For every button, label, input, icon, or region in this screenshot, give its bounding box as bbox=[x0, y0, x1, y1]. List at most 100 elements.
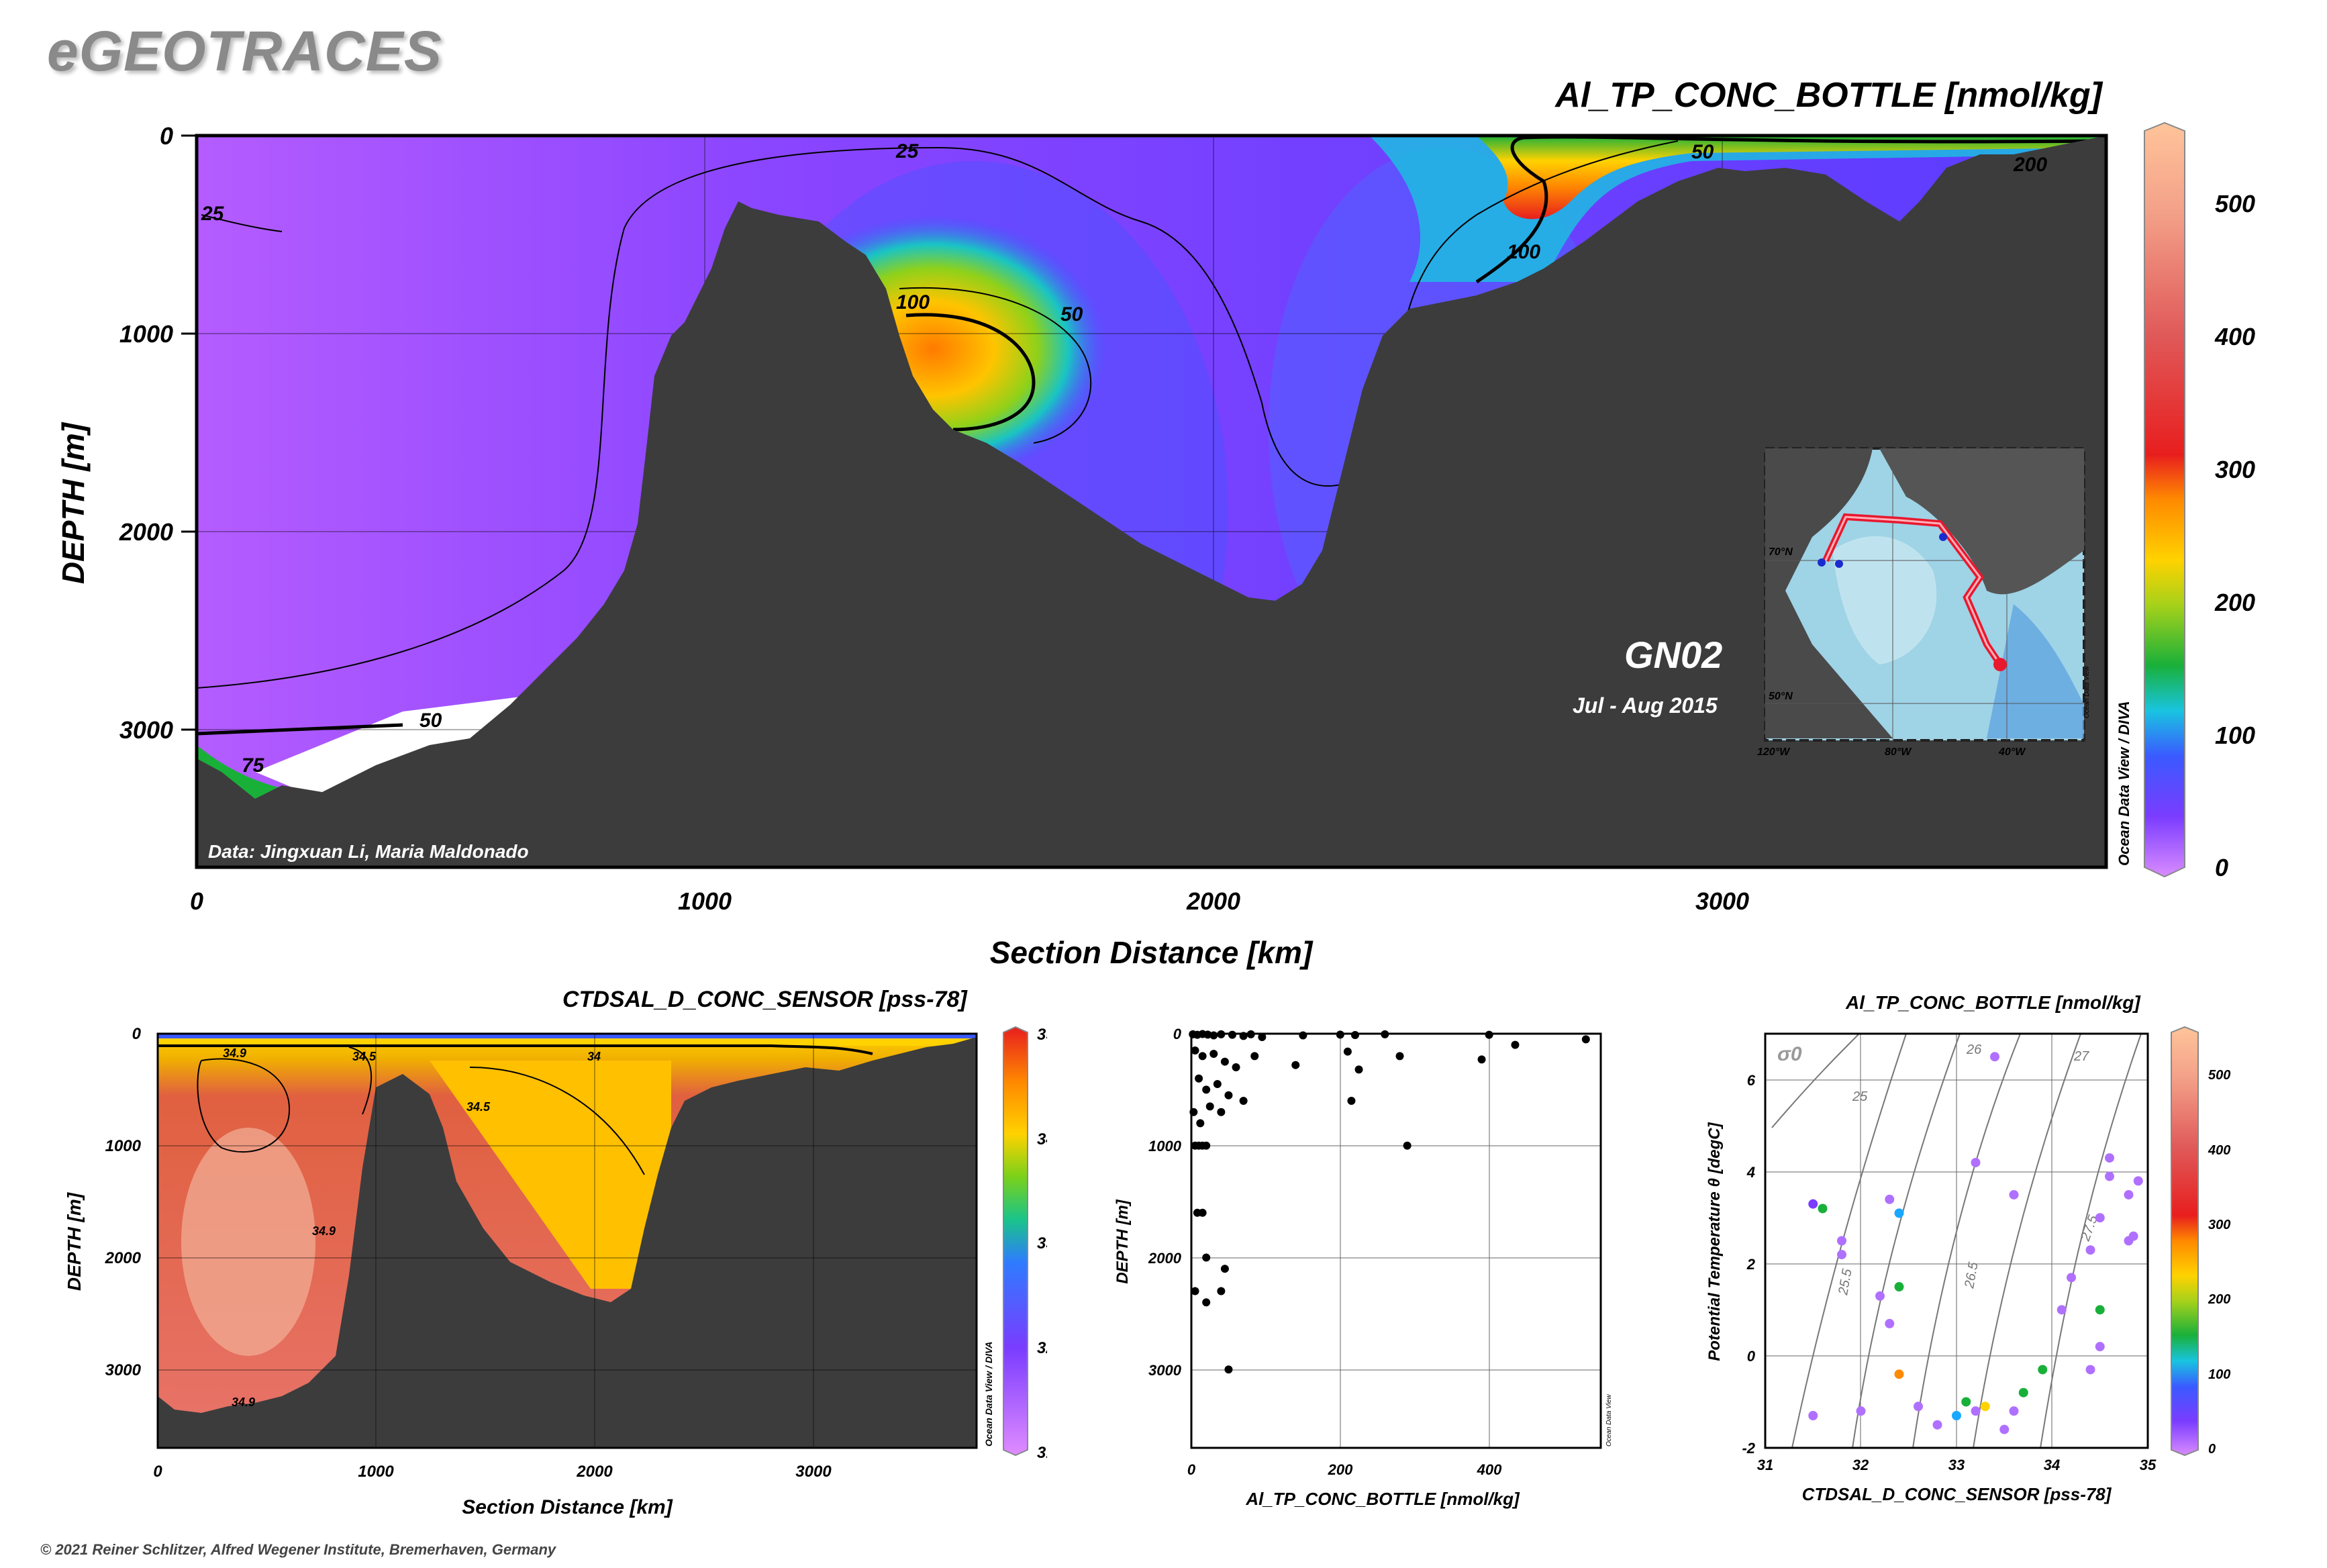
y-tick: 0 bbox=[132, 1025, 142, 1043]
scatter-x-label: Al_TP_CONC_BOTTLE [nmol/kg] bbox=[1245, 1489, 1520, 1509]
ts-point bbox=[2105, 1171, 2114, 1181]
colorbar-tick: 34 bbox=[1037, 1130, 1047, 1148]
inset-map: 70°N 50°N 120°W 80°W 40°W Ocean Data Vie… bbox=[1757, 447, 2091, 758]
scatter-point bbox=[1354, 1065, 1363, 1074]
y-tick: 3000 bbox=[119, 716, 173, 744]
ts-point bbox=[1980, 1402, 1990, 1412]
scatter-point bbox=[1258, 1033, 1267, 1042]
scatter-y-label: DEPTH [m] bbox=[1113, 1199, 1132, 1283]
scatter-point bbox=[1220, 1057, 1229, 1066]
contour-label: 25 bbox=[201, 203, 225, 225]
colorbar-tick: 200 bbox=[2214, 589, 2255, 616]
x-tick: 34 bbox=[2044, 1457, 2060, 1473]
scatter-point bbox=[1347, 1097, 1356, 1106]
salinity-y-label: DEPTH [m] bbox=[64, 1191, 85, 1291]
scatter-point bbox=[1343, 1047, 1352, 1056]
x-tick: 0 bbox=[153, 1463, 162, 1481]
ts-point bbox=[1932, 1420, 1942, 1430]
contour-label: 100 bbox=[896, 291, 930, 313]
x-tick: 0 bbox=[190, 887, 203, 915]
ts-diagram: 25 26 27 25.5 26.5 27.5 σ0 31 32 33 34 3… bbox=[1705, 1026, 2230, 1504]
colorbar-tick: 400 bbox=[2208, 1143, 2230, 1158]
scatter-point bbox=[1477, 1055, 1486, 1064]
ts-point bbox=[1894, 1208, 1904, 1218]
scatter-point bbox=[1395, 1052, 1404, 1061]
ts-point bbox=[1952, 1411, 1961, 1421]
ts-y-label: Potential Temperature θ [degC] bbox=[1705, 1122, 1724, 1361]
contour-label: 34.5 bbox=[466, 1100, 491, 1114]
ts-point bbox=[1894, 1369, 1904, 1379]
scatter-point bbox=[1224, 1365, 1233, 1374]
al-depth-scatter: 0 200 400 0 1000 2000 3000 Al_TP_CONC_BO… bbox=[1113, 1026, 1611, 1509]
colorbar-tick: 31 bbox=[1037, 1444, 1047, 1462]
y-tick: 0 bbox=[1173, 1026, 1182, 1042]
inset-lat-label: 70°N bbox=[1769, 546, 1793, 558]
x-tick: 2000 bbox=[576, 1463, 613, 1481]
scatter-point bbox=[1581, 1035, 1590, 1044]
x-tick: 0 bbox=[1187, 1461, 1196, 1478]
y-tick: 2000 bbox=[105, 1249, 142, 1267]
ts-point bbox=[1961, 1397, 1971, 1407]
ts-point bbox=[2067, 1273, 2076, 1283]
colorbar-tick: 500 bbox=[2208, 1068, 2230, 1083]
ts-point bbox=[2057, 1305, 2067, 1315]
ts-point bbox=[2009, 1406, 2019, 1416]
ts-point bbox=[1818, 1204, 1828, 1214]
scatter-point bbox=[1224, 1091, 1233, 1099]
colorbar-tick: 300 bbox=[2215, 456, 2255, 483]
scatter-point bbox=[1299, 1031, 1307, 1040]
inset-lon-label: 80°W bbox=[1885, 746, 1912, 758]
y-tick: -2 bbox=[1742, 1440, 1755, 1457]
x-tick: 31 bbox=[1757, 1457, 1773, 1473]
contour-label: 50 bbox=[419, 709, 442, 732]
section-label: GN02 bbox=[1624, 634, 1722, 676]
scatter-point bbox=[1213, 1080, 1222, 1089]
x-tick: 200 bbox=[1328, 1461, 1353, 1478]
ts-point bbox=[1971, 1157, 1981, 1167]
scatter-point bbox=[1217, 1287, 1226, 1295]
scatter-point bbox=[1195, 1074, 1203, 1083]
inset-lat-label: 50°N bbox=[1769, 691, 1793, 702]
x-tick: 1000 bbox=[678, 887, 732, 915]
inset-lon-label: 120°W bbox=[1757, 746, 1791, 758]
colorbar-tick: 33 bbox=[1037, 1234, 1047, 1253]
colorbar-tick: 0 bbox=[2208, 1442, 2216, 1457]
ts-point bbox=[2095, 1342, 2105, 1352]
data-credit: Data: Jingxuan Li, Maria Maldonado bbox=[208, 841, 529, 862]
ts-point bbox=[1837, 1250, 1846, 1260]
scatter-point bbox=[1198, 1208, 1207, 1217]
contour-label: 34.9 bbox=[312, 1224, 336, 1238]
colorbar-tick: 100 bbox=[2215, 722, 2255, 749]
scatter-point bbox=[1217, 1108, 1226, 1116]
ts-point bbox=[1999, 1424, 2010, 1434]
y-tick: 0 bbox=[1747, 1348, 1756, 1365]
ts-point bbox=[2133, 1176, 2143, 1186]
scatter-point bbox=[1239, 1097, 1248, 1106]
ts-point bbox=[2095, 1305, 2105, 1315]
isopycnal-label: 27 bbox=[2073, 1049, 2089, 1064]
colorbar-tick: 32 bbox=[1037, 1339, 1047, 1357]
main-y-label: DEPTH [m] bbox=[56, 422, 91, 584]
copyright: © 2021 Reiner Schlitzer, Alfred Wegener … bbox=[40, 1541, 556, 1558]
colorbar-tick: 500 bbox=[2215, 190, 2255, 217]
colorbar-tick: 200 bbox=[2208, 1292, 2230, 1307]
odv-tag: Ocean Data View bbox=[1605, 1394, 1611, 1447]
odv-tag: Ocean Data View / DIVA bbox=[983, 1342, 994, 1447]
scatter-point bbox=[1351, 1031, 1359, 1040]
scatter-point bbox=[1191, 1287, 1199, 1295]
y-tick: 0 bbox=[160, 122, 173, 150]
scatter-point bbox=[1403, 1141, 1412, 1150]
scatter-point bbox=[1198, 1052, 1207, 1061]
ts-point bbox=[2038, 1365, 2048, 1375]
ts-point bbox=[2085, 1245, 2095, 1255]
main-y-ticks: 0 1000 2000 3000 bbox=[119, 122, 173, 744]
ts-point bbox=[1971, 1406, 1981, 1416]
scatter-point bbox=[1202, 1085, 1211, 1094]
ts-point bbox=[2105, 1153, 2114, 1163]
salinity-title: CTDSAL_D_CONC_SENSOR [pss-78] bbox=[562, 987, 967, 1012]
main-colorbar: 0 100 200 300 400 500 Ocean Data View / … bbox=[2116, 121, 2255, 881]
main-x-label: Section Distance [km] bbox=[990, 935, 1314, 970]
scatter-point bbox=[1291, 1061, 1300, 1069]
x-tick: 2000 bbox=[1186, 887, 1240, 915]
